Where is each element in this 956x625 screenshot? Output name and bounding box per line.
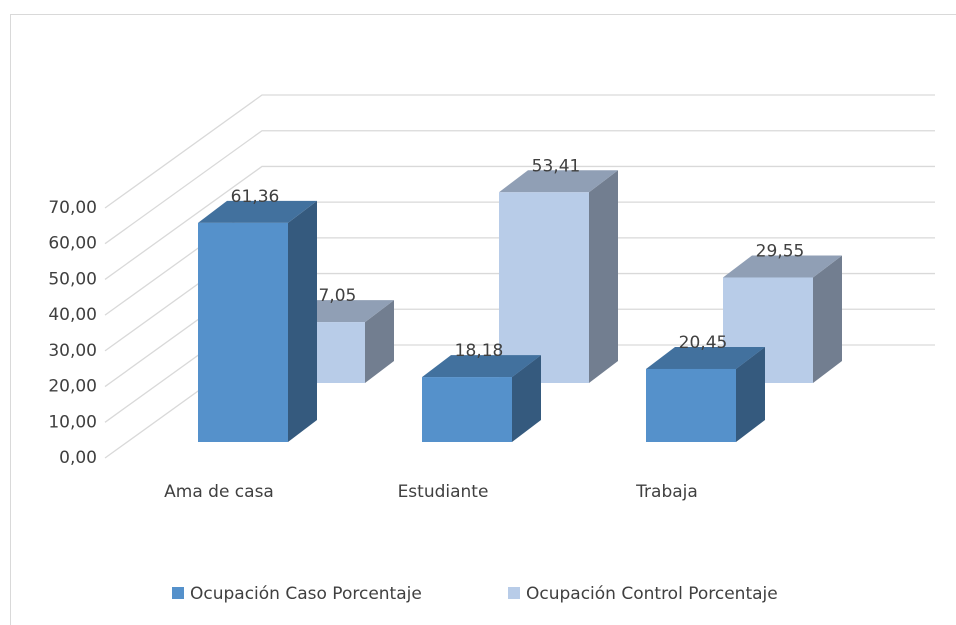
bar-top [499,170,618,193]
y-tick-label: 30,00 [48,341,97,361]
bar-side [288,200,317,442]
y-tick-label: 40,00 [48,305,97,325]
bar-side [512,355,541,442]
data-label: 53,41 [532,156,581,176]
legend-swatch [508,587,520,599]
y-tick-label: 10,00 [48,412,97,432]
bar [646,368,736,442]
bar [422,377,512,442]
data-label: 18,18 [455,341,504,361]
bar-side [813,255,842,383]
bar-top [422,355,541,378]
x-tick-label: Ama de casa [164,482,274,502]
bar-top [646,346,765,369]
grid-line [104,94,935,209]
legend-label: Ocupación Control Porcentaje [526,584,778,604]
x-tick-label: Estudiante [398,482,489,502]
y-tick-label: 50,00 [48,269,97,289]
legend-label: Ocupación Caso Porcentaje [190,584,422,604]
data-label: 17,05 [308,286,357,306]
bar-side [736,346,765,442]
y-tick-label: 70,00 [48,198,97,218]
bar-side [589,170,618,383]
data-label: 20,45 [679,333,728,353]
grid-line [104,165,935,280]
bar-top [198,200,317,223]
y-tick-label: 0,00 [59,448,97,468]
x-tick-label: Trabaja [635,482,698,502]
bar [499,192,589,383]
y-tick-label: 20,00 [48,377,97,397]
bar [198,222,288,442]
y-tick-label: 60,00 [48,234,97,254]
legend-swatch [172,587,184,599]
grid-line [104,130,935,245]
data-label: 61,36 [231,187,280,207]
bar-top [723,255,842,278]
bar-side [365,300,394,383]
data-label: 29,55 [756,241,805,261]
